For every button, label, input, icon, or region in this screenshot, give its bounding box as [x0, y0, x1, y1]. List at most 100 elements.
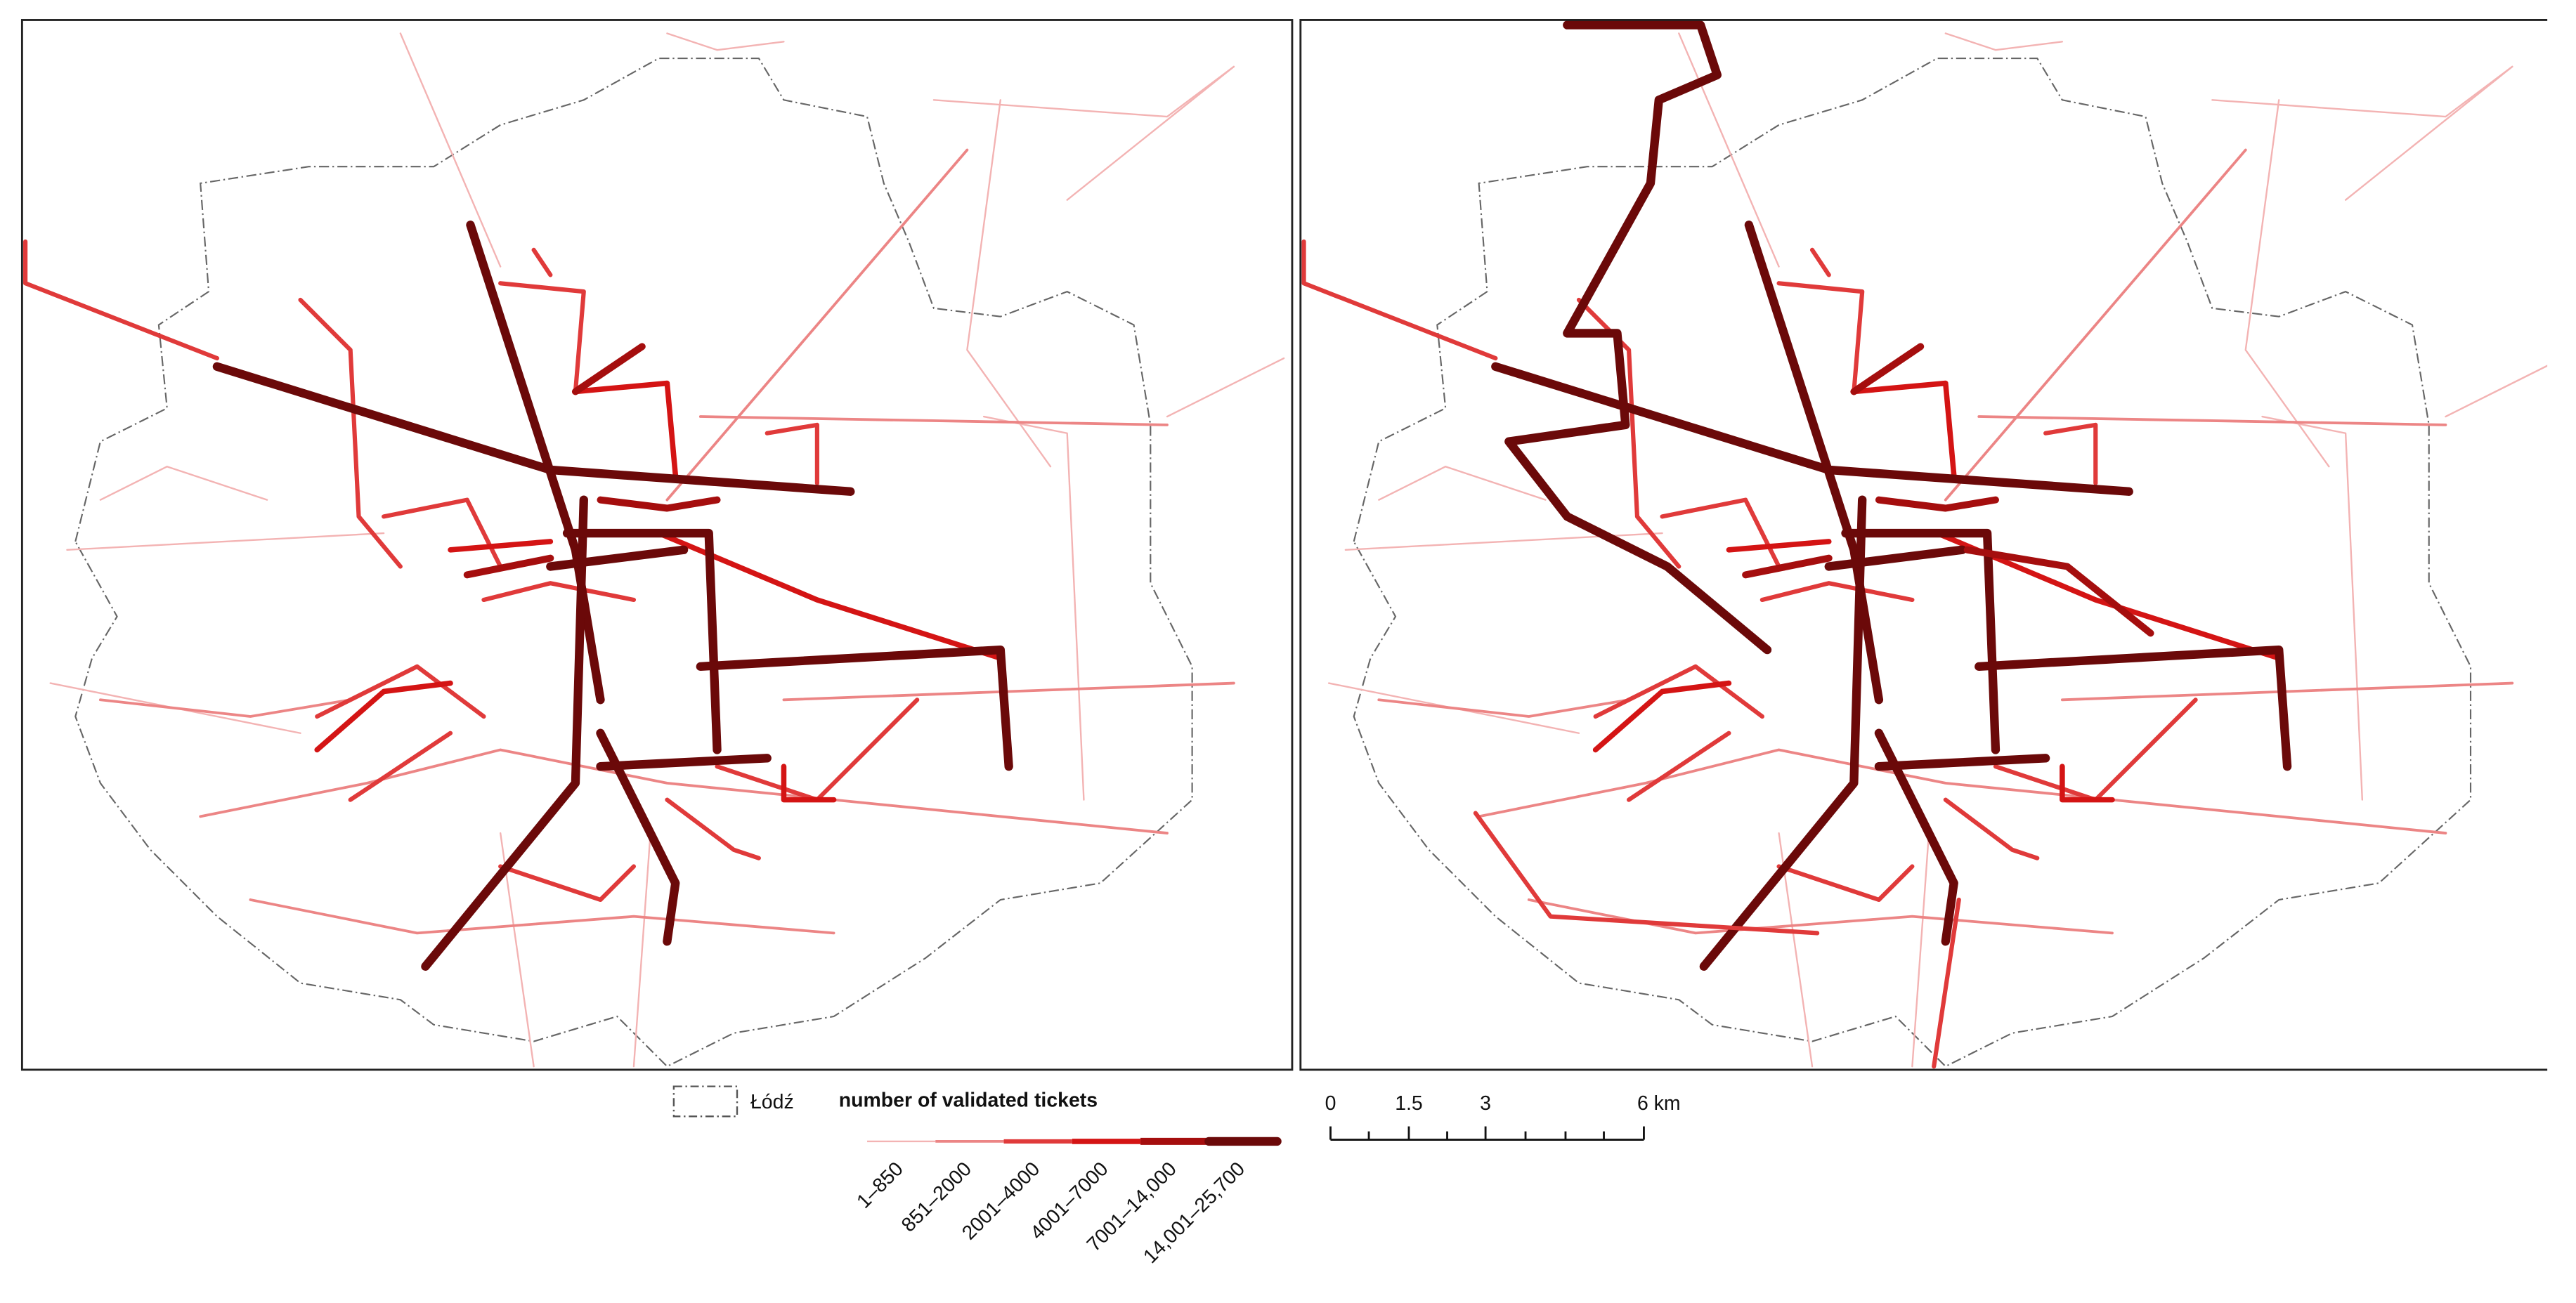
transit-route	[2211, 65, 2513, 118]
transit-route	[665, 148, 969, 502]
transit-route	[1932, 897, 1961, 1069]
transit-route	[632, 832, 651, 1068]
transit-route	[99, 466, 268, 501]
scale-label: 0	[1325, 1092, 1336, 1115]
transit-route	[2344, 65, 2513, 201]
transit-route	[1699, 495, 1867, 971]
transit-route	[1378, 466, 1547, 501]
transit-route	[1066, 65, 1235, 201]
transit-route	[1944, 32, 2064, 51]
panel-frame	[20, 19, 1294, 1071]
transit-route	[1943, 797, 2040, 860]
transit-route	[531, 247, 553, 277]
transit-route	[98, 698, 352, 718]
map-panel-right	[1301, 20, 2548, 1069]
transit-route	[1809, 247, 1831, 277]
transit-route	[1944, 148, 2247, 502]
transit-route	[1875, 496, 1999, 512]
transit-route	[498, 281, 586, 394]
transit-route	[1911, 832, 1930, 1068]
transit-route	[399, 32, 502, 268]
transit-route	[1627, 731, 1731, 802]
transit-route	[66, 532, 385, 551]
transit-route	[1975, 645, 2292, 771]
transit-route	[1776, 281, 1865, 394]
transit-route	[562, 528, 722, 754]
transit-route	[1166, 357, 1285, 418]
transit-route	[1527, 898, 2114, 935]
transit-route	[463, 554, 554, 579]
scale-label: 1.5	[1395, 1092, 1423, 1115]
transit-route	[1726, 539, 1832, 553]
transit-route	[698, 415, 1169, 426]
transit-route	[1851, 380, 1957, 478]
transit-route	[966, 99, 1052, 468]
transit-route	[421, 495, 588, 971]
transit-route	[765, 422, 819, 485]
transit-route	[1593, 664, 1764, 719]
transit-route	[1742, 554, 1833, 579]
transit-route	[1993, 698, 2198, 802]
transit-route	[466, 221, 605, 705]
transit-route	[597, 496, 721, 512]
transit-route	[249, 898, 835, 935]
legend-lines: 1–850851–20002001–40004001–70007001–14,0…	[852, 1137, 1282, 1268]
map-panel-left	[23, 32, 1285, 1068]
legend-title: number of validated tickets	[839, 1089, 1098, 1111]
transit-route	[2261, 415, 2364, 801]
transit-route	[382, 497, 503, 569]
transit-route	[1963, 546, 2154, 637]
transit-route	[1678, 32, 1780, 268]
city-boundary	[1353, 57, 2472, 1068]
panel-frame	[1299, 19, 2548, 1071]
transit-route	[298, 297, 403, 569]
transit-route	[1874, 728, 1958, 946]
transit-route	[1660, 497, 1781, 569]
transit-route	[1477, 748, 2447, 834]
transit-route	[348, 731, 453, 802]
transit-route	[2060, 764, 2115, 803]
transit-route	[2060, 681, 2514, 702]
transit-route	[1824, 545, 1967, 571]
transit-route	[665, 797, 761, 860]
transit-route	[2445, 365, 2548, 418]
transit-route	[696, 645, 1013, 771]
legend-class-label: 1–850	[852, 1158, 908, 1213]
transit-route	[781, 764, 837, 803]
transit-route	[1977, 415, 2447, 426]
city-boundary	[74, 57, 1193, 1068]
transit-route	[982, 415, 1085, 801]
transit-route	[596, 754, 772, 771]
transit-route	[1850, 343, 1925, 395]
transit-route	[596, 728, 680, 946]
transit-route	[1759, 581, 1915, 603]
transit-route	[932, 65, 1235, 118]
boundary-label: Łódź	[750, 1091, 794, 1113]
transit-route	[2043, 422, 2098, 485]
scale-label: 3	[1480, 1092, 1491, 1115]
transit-route	[1592, 680, 1732, 753]
transit-route	[1744, 221, 1884, 705]
transit-route	[1776, 864, 1915, 903]
scale-label: 6 km	[1637, 1092, 1681, 1115]
transit-route	[571, 343, 646, 395]
transit-route	[448, 539, 554, 553]
transit-route	[573, 380, 679, 478]
transit-route	[1841, 528, 2001, 754]
transit-route	[315, 664, 486, 719]
transit-route	[314, 680, 453, 753]
transit-route	[1504, 20, 1772, 655]
transit-route	[2244, 99, 2330, 468]
transit-route	[546, 545, 689, 571]
boundary-legend-symbol	[672, 1085, 739, 1118]
transit-route	[498, 864, 637, 903]
transit-route	[199, 748, 1169, 834]
transit-route	[1473, 811, 1820, 936]
transit-route	[782, 681, 1235, 702]
transit-route	[715, 698, 920, 802]
transit-route	[481, 581, 637, 603]
transit-route	[666, 32, 785, 51]
scale-bar	[1329, 1126, 1645, 1141]
transit-route	[1576, 297, 1681, 569]
